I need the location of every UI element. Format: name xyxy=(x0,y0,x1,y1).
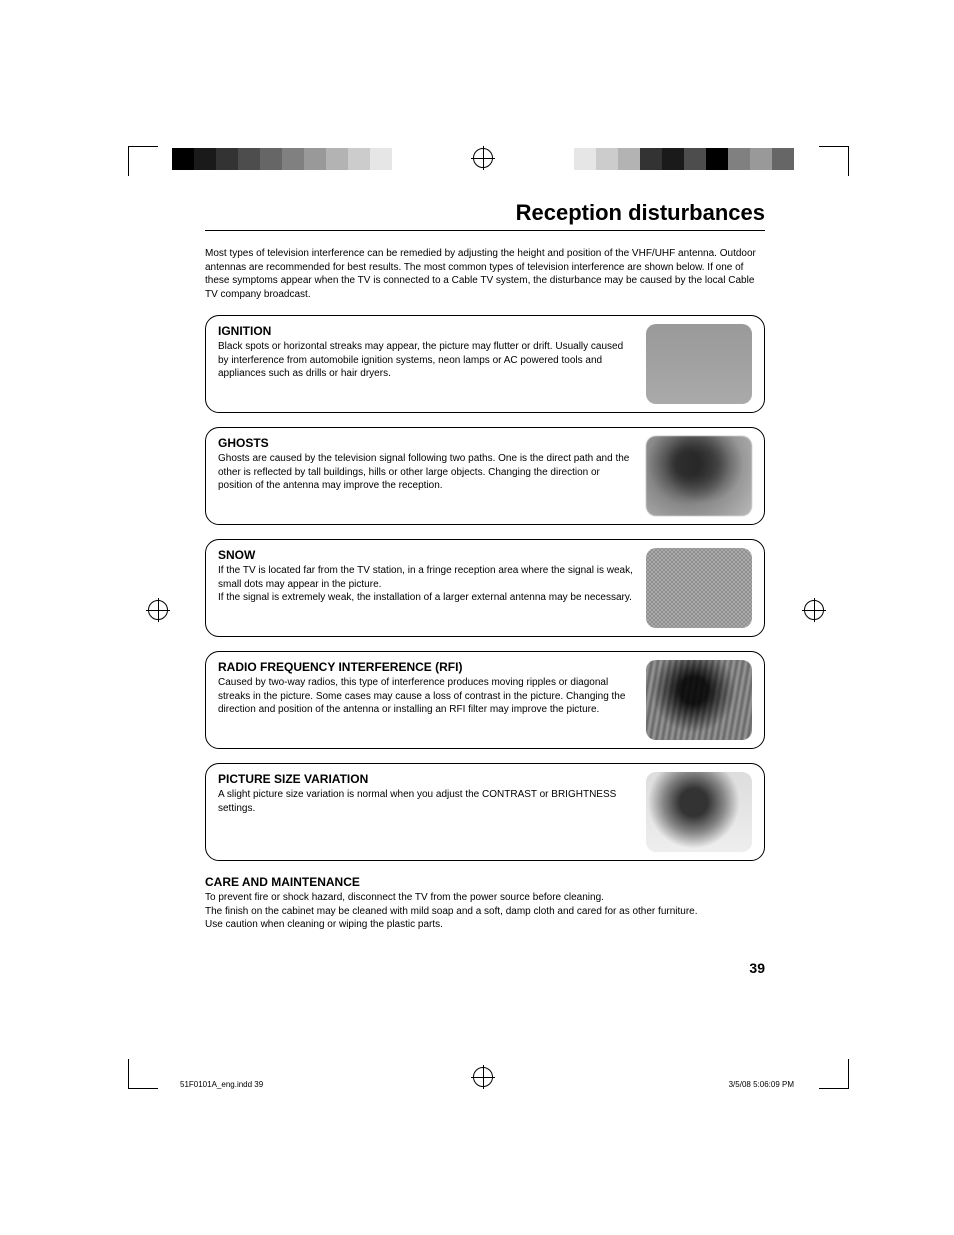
registration-mark-icon xyxy=(148,600,168,620)
page-number: 39 xyxy=(205,960,765,976)
ghosts-desc: Ghosts are caused by the television sign… xyxy=(218,452,634,493)
picsize-image xyxy=(646,772,752,852)
care-line3: Use caution when cleaning or wiping the … xyxy=(205,918,765,932)
rfi-desc: Caused by two-way radios, this type of i… xyxy=(218,676,634,717)
disturbance-ignition: IGNITION Black spots or horizontal strea… xyxy=(205,315,765,413)
ghosts-title: GHOSTS xyxy=(218,436,634,450)
disturbance-ghosts: GHOSTS Ghosts are caused by the televisi… xyxy=(205,427,765,525)
care-line1: To prevent fire or shock hazard, disconn… xyxy=(205,891,765,905)
picsize-desc: A slight picture size variation is norma… xyxy=(218,788,634,815)
page-title: Reception disturbances xyxy=(205,200,765,231)
care-line2: The finish on the cabinet may be cleaned… xyxy=(205,905,765,919)
footer-timestamp: 3/5/08 5:06:09 PM xyxy=(729,1080,794,1089)
intro-paragraph: Most types of television interference ca… xyxy=(205,247,765,301)
rfi-image xyxy=(646,660,752,740)
care-section: CARE AND MAINTENANCE To prevent fire or … xyxy=(205,875,765,932)
disturbance-snow: SNOW If the TV is located far from the T… xyxy=(205,539,765,637)
ignition-image xyxy=(646,324,752,404)
registration-mark-icon xyxy=(473,148,493,168)
care-title: CARE AND MAINTENANCE xyxy=(205,875,765,889)
ghosts-image xyxy=(646,436,752,516)
print-footer: 51F0101A_eng.indd 39 3/5/08 5:06:09 PM xyxy=(180,1080,794,1089)
snow-image xyxy=(646,548,752,628)
rfi-title: RADIO FREQUENCY INTERFERENCE (RFI) xyxy=(218,660,634,674)
registration-mark-icon xyxy=(804,600,824,620)
disturbance-rfi: RADIO FREQUENCY INTERFERENCE (RFI) Cause… xyxy=(205,651,765,749)
snow-desc: If the TV is located far from the TV sta… xyxy=(218,564,634,605)
ignition-desc: Black spots or horizontal streaks may ap… xyxy=(218,340,634,381)
page-content: Reception disturbances Most types of tel… xyxy=(205,200,765,976)
color-bar-left xyxy=(172,148,392,170)
footer-filename: 51F0101A_eng.indd 39 xyxy=(180,1080,263,1089)
color-bar-right xyxy=(574,148,794,170)
disturbance-picture-size: PICTURE SIZE VARIATION A slight picture … xyxy=(205,763,765,861)
snow-title: SNOW xyxy=(218,548,634,562)
picsize-title: PICTURE SIZE VARIATION xyxy=(218,772,634,786)
ignition-title: IGNITION xyxy=(218,324,634,338)
